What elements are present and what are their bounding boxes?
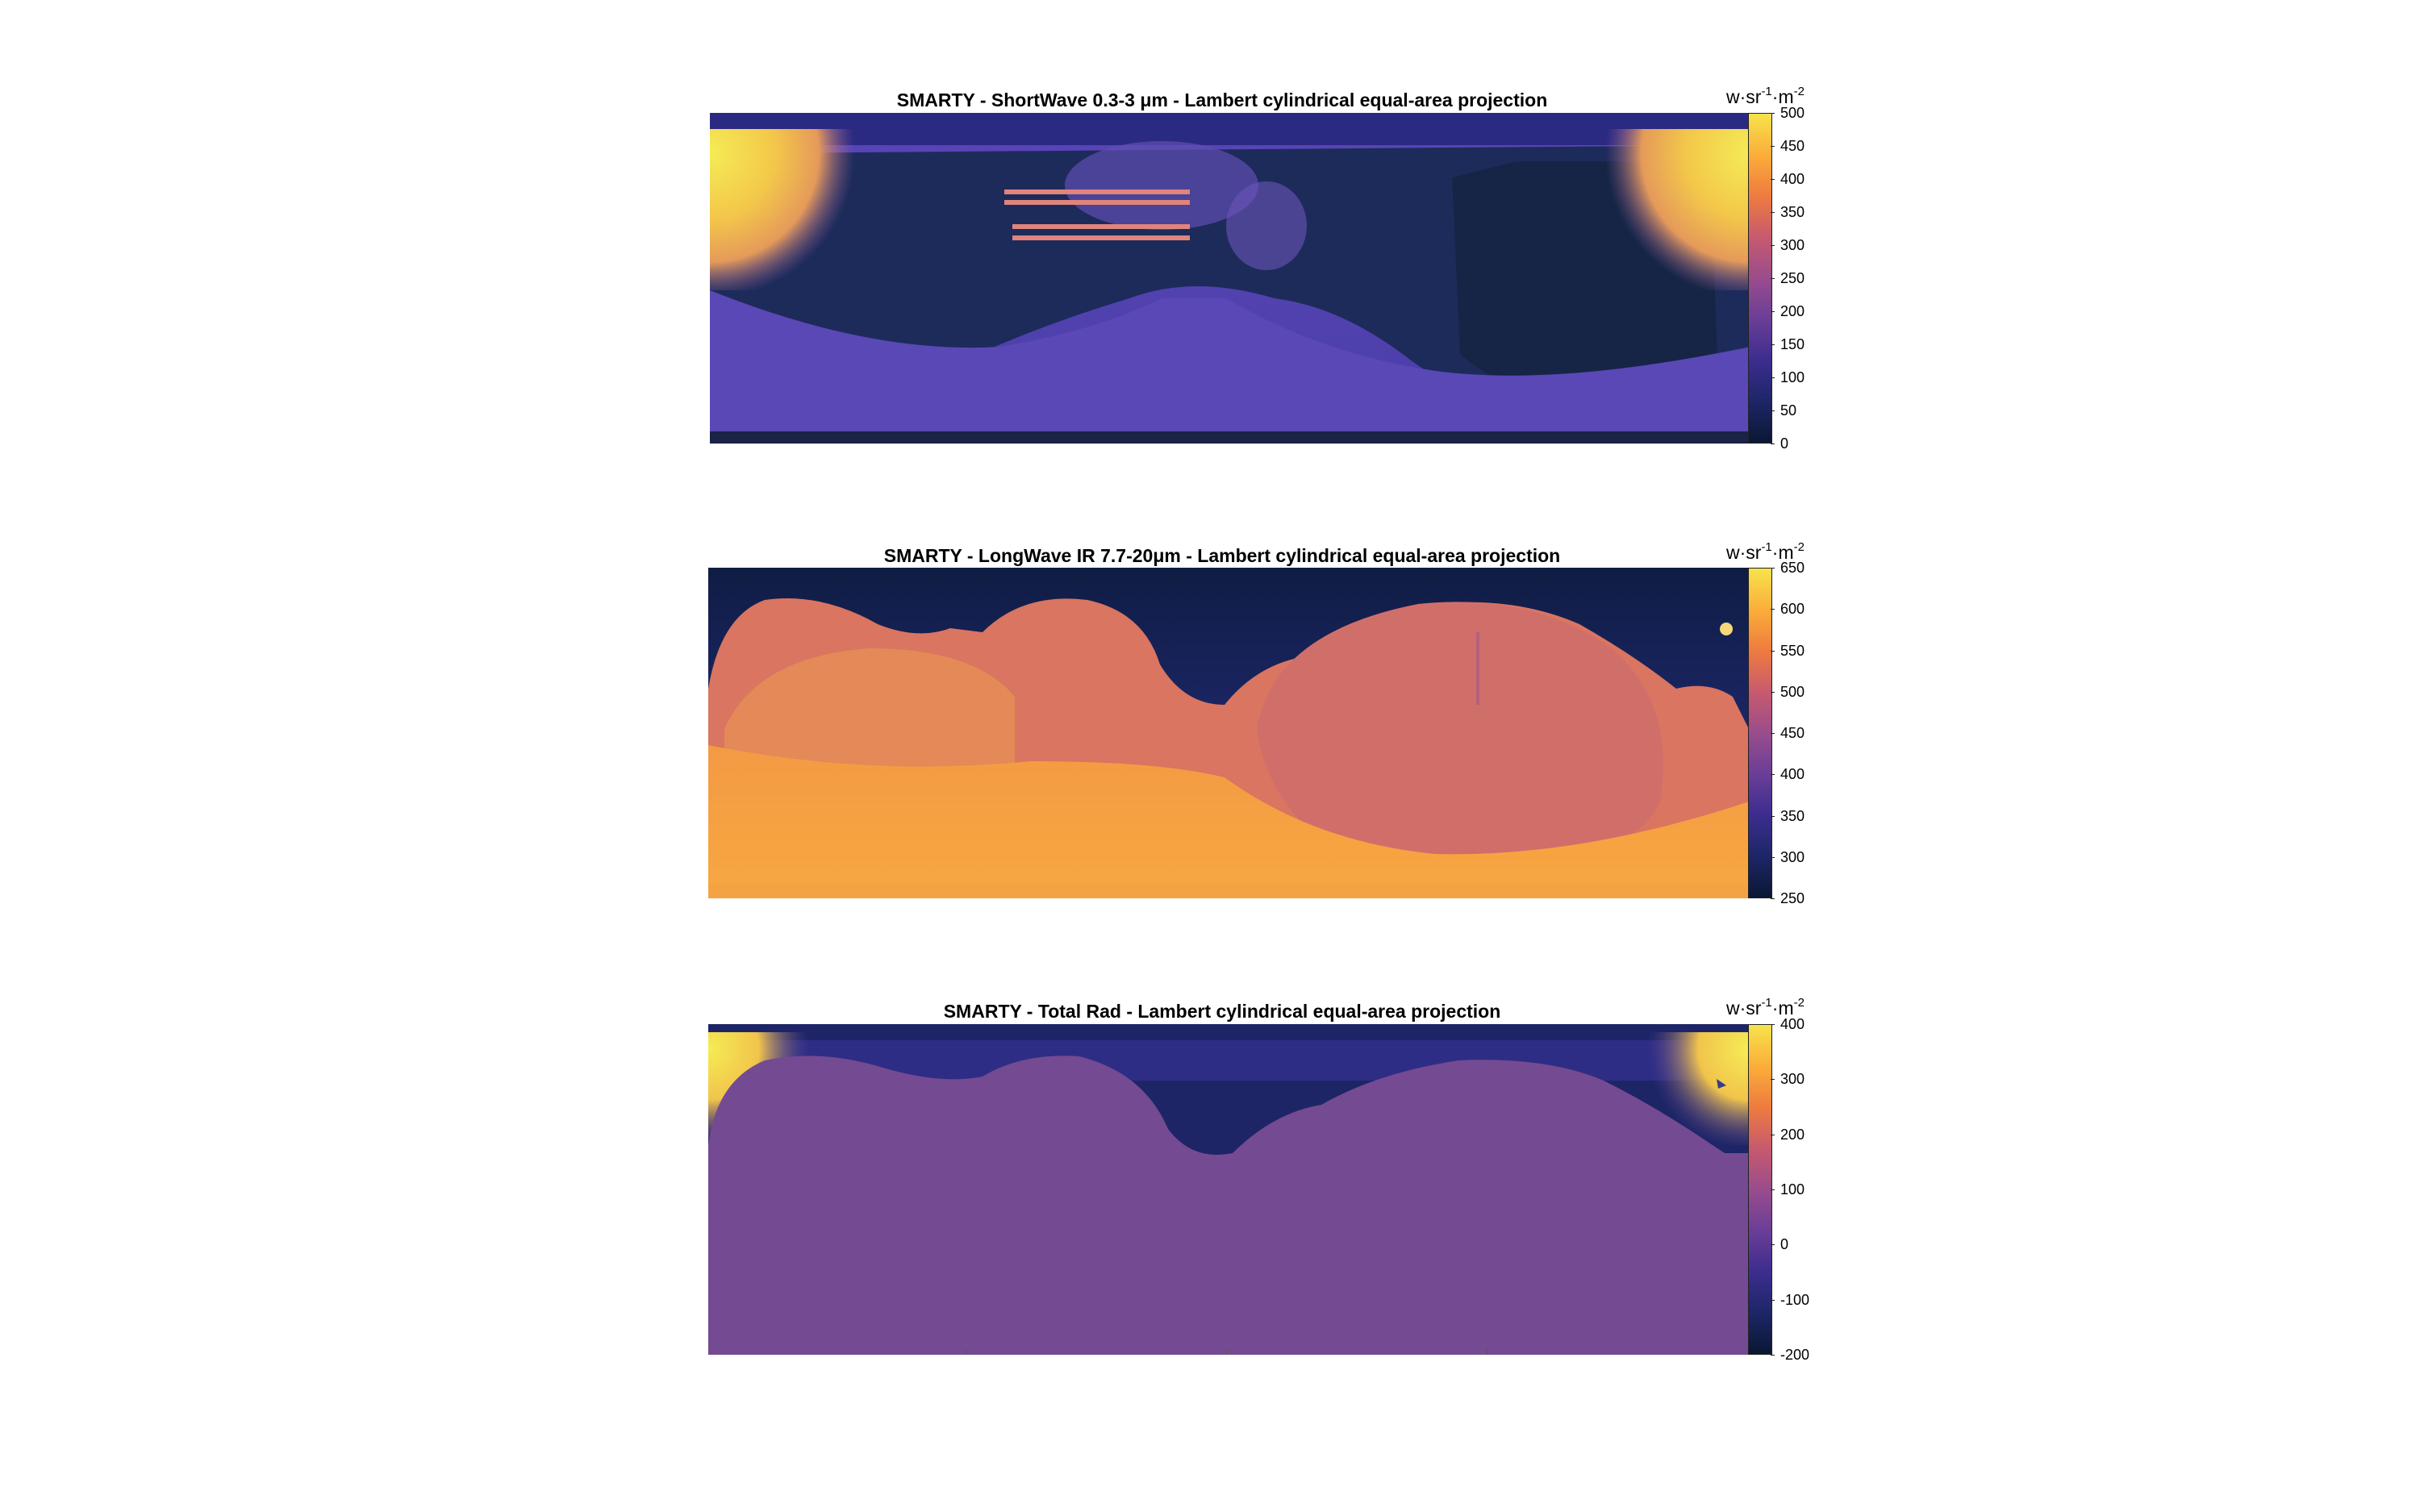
colorbar-tick-mark: [1771, 733, 1775, 734]
colorbar-tick-label: 200: [1780, 303, 1805, 319]
colorbar-tick-label: 150: [1780, 336, 1805, 352]
colorbar-tick-mark: [1771, 774, 1775, 776]
colorbar-totalrad: [1748, 1024, 1772, 1355]
colorbar-tick-label: 300: [1780, 237, 1805, 253]
colorbar-tick-label: 250: [1780, 890, 1805, 906]
colorbar-tick-label: 50: [1780, 402, 1797, 419]
colorbar-shortwave: [1748, 113, 1772, 444]
panel-title-totalrad: SMARTY - Total Rad - Lambert cylindrical…: [943, 1001, 1501, 1022]
colorbar-tick-mark: [1771, 815, 1775, 817]
colorbar-tick-label: 300: [1780, 1071, 1805, 1088]
colorbar-tick-mark: [1771, 278, 1775, 279]
colorbar-tick-label: 250: [1780, 270, 1805, 286]
colorbar-tick-label: 450: [1780, 138, 1805, 154]
colorbar-tick-mark: [1771, 1355, 1775, 1356]
colorbar-tick-mark: [1771, 377, 1775, 378]
colorbar-tick-label: 200: [1780, 1126, 1805, 1143]
colorbar-tick-mark: [1771, 1024, 1775, 1025]
colorbar-units-totalrad: w·sr-1·m-2: [1726, 996, 1805, 1018]
colorbar-tick-mark: [1771, 212, 1775, 213]
colorbar-tick-mark: [1771, 410, 1775, 411]
colorbar-tick-label: 300: [1780, 848, 1805, 865]
colorbar-tick-label: 100: [1780, 369, 1805, 385]
colorbar-tick-mark: [1771, 179, 1775, 180]
colorbar-tick-mark: [1771, 691, 1775, 693]
colorbar-tick-label: 350: [1780, 204, 1805, 220]
colorbar-tick-label: 400: [1780, 766, 1805, 783]
colorbar-tick-mark: [1771, 568, 1775, 569]
colorbar-units-shortwave: w·sr-1·m-2: [1726, 85, 1805, 107]
colorbar-tick-label: 550: [1780, 642, 1805, 659]
colorbar-tick-label: 100: [1780, 1181, 1805, 1198]
panel-title-shortwave: SMARTY - ShortWave 0.3-3 μm - Lambert cy…: [896, 90, 1548, 110]
colorbar-tick-mark: [1771, 650, 1775, 652]
colorbar-tick-mark: [1771, 113, 1775, 114]
colorbar-tick-mark: [1771, 898, 1775, 899]
colorbar-tick-mark: [1771, 609, 1775, 610]
heatmap-longwave: [708, 568, 1749, 898]
colorbar-tick-label: 650: [1780, 560, 1805, 576]
colorbar-tick-label: 0: [1780, 1236, 1789, 1253]
colorbar-units-longwave: w·sr-1·m-2: [1726, 540, 1805, 563]
colorbar-tick-mark: [1771, 245, 1775, 246]
x-axis-tick: [1226, 1350, 1227, 1355]
colorbar-tick-label: 500: [1780, 105, 1805, 121]
colorbar-tick-label: -200: [1780, 1347, 1810, 1363]
colorbar-tick-label: 0: [1780, 435, 1789, 452]
colorbar-tick-mark: [1771, 1244, 1775, 1246]
colorbar-tick-mark: [1771, 1189, 1775, 1190]
panel-title-longwave: SMARTY - LongWave IR 7.7-20μm - Lambert …: [883, 545, 1561, 566]
colorbar-tick-label: 400: [1780, 171, 1805, 187]
colorbar-tick-label: 400: [1780, 1016, 1805, 1032]
colorbar-tick-label: 600: [1780, 601, 1805, 618]
colorbar-tick-mark: [1771, 344, 1775, 345]
colorbar-tick-mark: [1771, 311, 1775, 312]
heatmap-shortwave: [710, 113, 1750, 444]
colorbar-tick-mark: [1771, 856, 1775, 858]
colorbar-longwave: [1748, 568, 1772, 898]
colorbar-tick-label: 350: [1780, 807, 1805, 824]
colorbar-tick-label: 500: [1780, 683, 1805, 700]
colorbar-tick-mark: [1771, 1299, 1775, 1301]
colorbar-tick-label: 450: [1780, 725, 1805, 741]
colorbar-tick-mark: [1771, 146, 1775, 147]
heatmap-totalrad: [708, 1024, 1749, 1355]
colorbar-tick-mark: [1771, 1079, 1775, 1081]
colorbar-tick-label: -100: [1780, 1291, 1810, 1308]
